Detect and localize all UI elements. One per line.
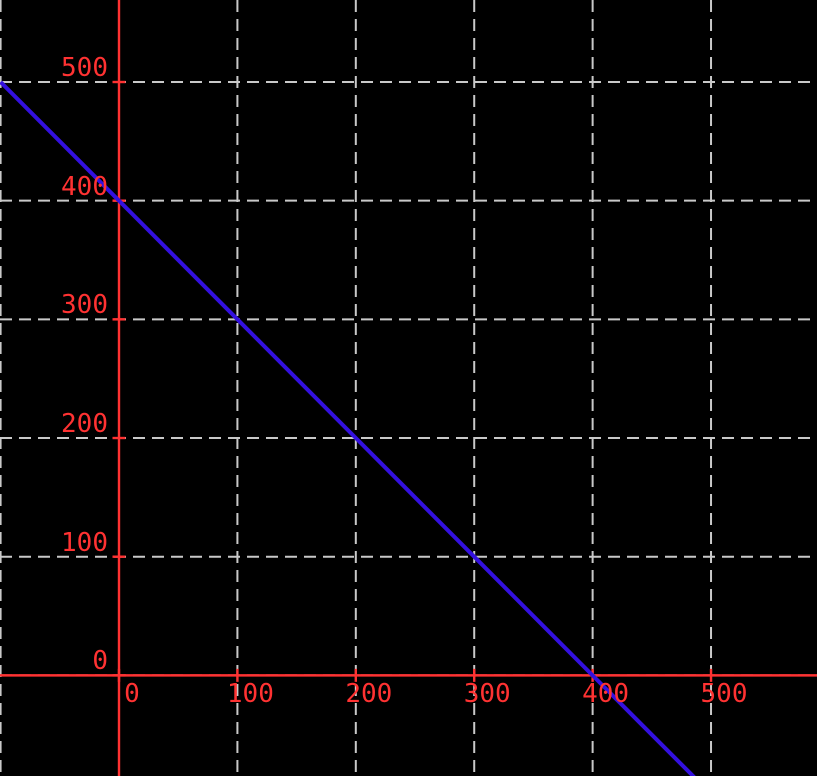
y-tick-label: 300: [61, 290, 108, 321]
axis-ticks: [112, 80, 713, 682]
y-tick-label: 100: [61, 527, 108, 558]
y-tick-label: 500: [61, 53, 108, 83]
x-tick-label: 100: [226, 679, 274, 710]
y-tick-label: 0: [92, 646, 108, 677]
y-tick-label: 400: [61, 171, 108, 202]
x-tick-label: 300: [463, 679, 511, 710]
series-line: [0, 80, 696, 776]
x-tick-label: 200: [345, 679, 393, 710]
x-tick-label: 0: [124, 679, 140, 710]
data-line: [0, 80, 696, 776]
x-tick-label: 400: [582, 679, 630, 710]
y-tick-label: 200: [61, 409, 108, 440]
x-tick-label: 500: [700, 679, 748, 710]
